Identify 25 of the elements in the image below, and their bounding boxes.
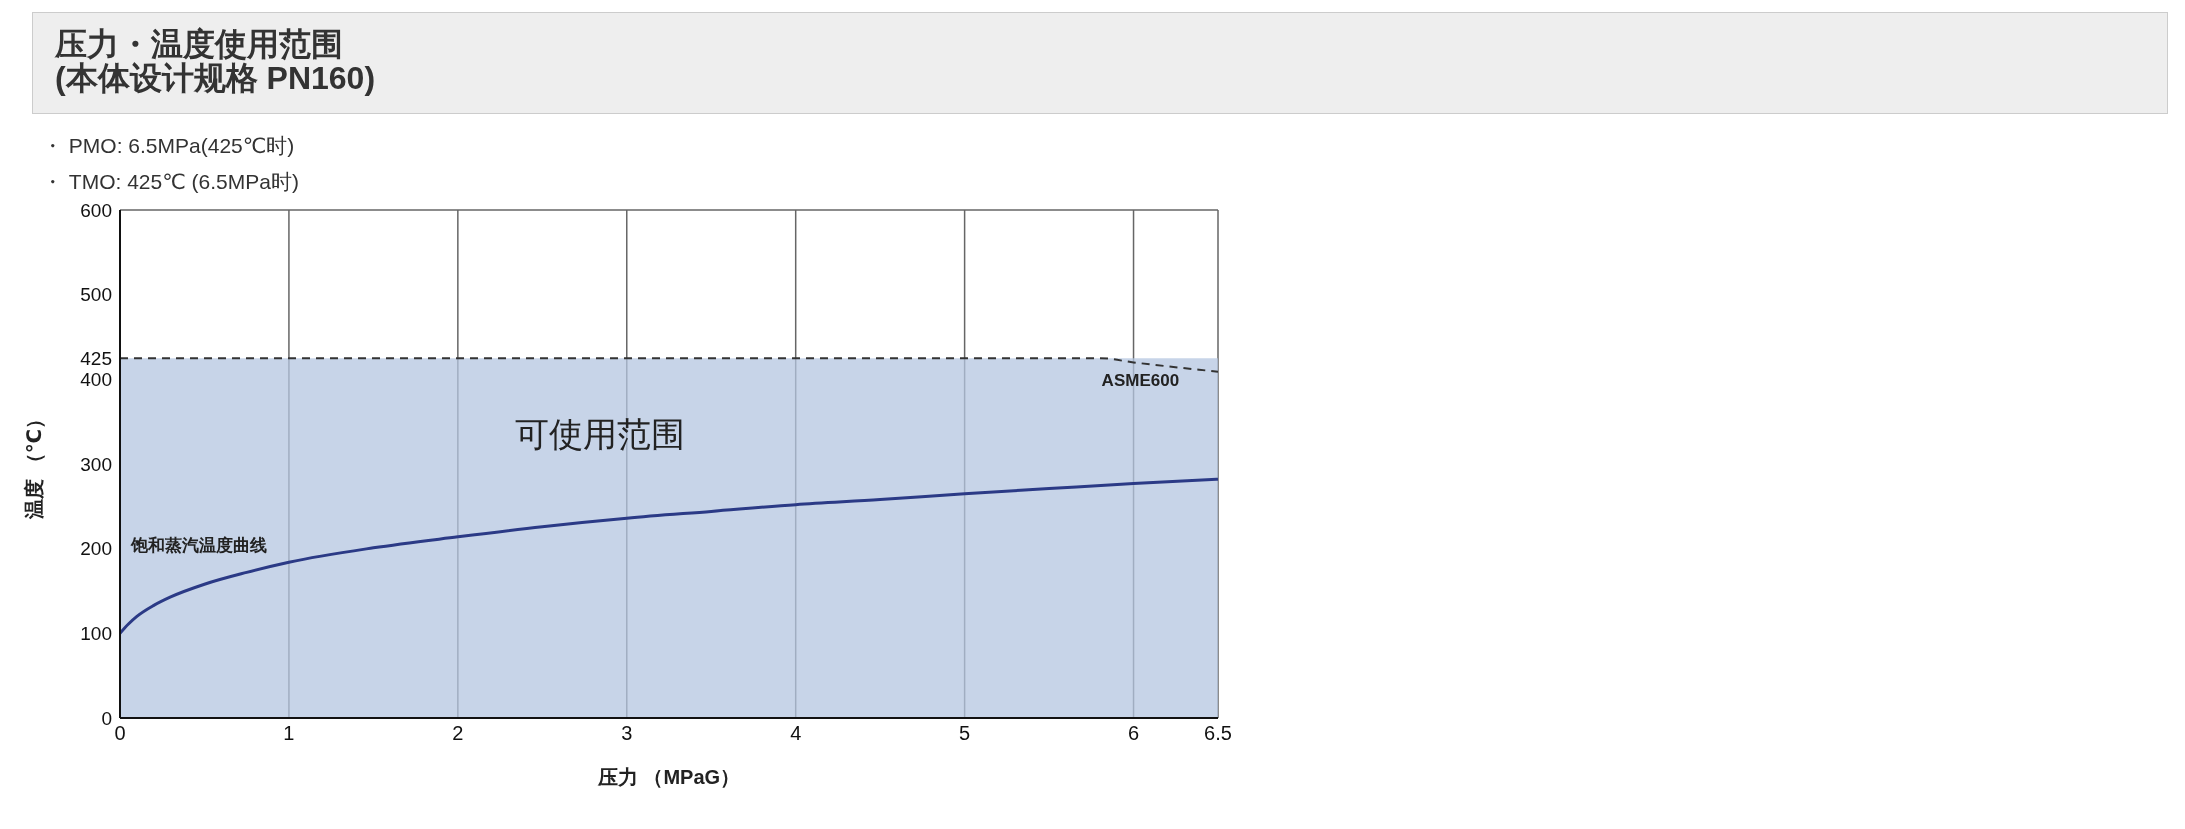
x-tick-label: 0 (114, 722, 126, 745)
y-tick-label: 500 (80, 284, 112, 306)
x-tick-label: 2 (452, 722, 464, 745)
series-label: 饱和蒸汽温度曲线 (129, 536, 267, 556)
y-tick-label: 0 (101, 707, 112, 729)
y-tick-label: 200 (80, 538, 112, 560)
series-label: ASME600 (1101, 371, 1180, 391)
y-tick-label: 425 (80, 347, 112, 369)
chart-title: 压力・温度使用范围 (本体设计规格 PN160) (55, 26, 377, 96)
x-tick-label: 5 (959, 722, 971, 745)
y-tick-label: 400 (80, 369, 112, 391)
y-axis-title: 温度 （℃） (23, 409, 46, 520)
x-tick-label: 6.5 (1204, 722, 1232, 745)
text: ・ TMO: 425℃ (6.5MPa时) (42, 169, 300, 195)
line-series (120, 477, 1218, 635)
y-tick-label: 300 (80, 453, 112, 475)
y-tick-label: 100 (80, 623, 112, 645)
y-tick-label: 600 (80, 199, 112, 221)
x-axis-title: 压力 （MPaG） (596, 766, 741, 788)
text: ・ PMO: 6.5MPa(425℃时) (42, 133, 296, 159)
x-tick-label: 3 (621, 722, 633, 745)
x-tick-label: 4 (790, 722, 802, 745)
series-label: 可使用范围 (515, 415, 686, 454)
x-tick-label: 6 (1127, 722, 1140, 745)
x-tick-label: 1 (283, 722, 295, 745)
